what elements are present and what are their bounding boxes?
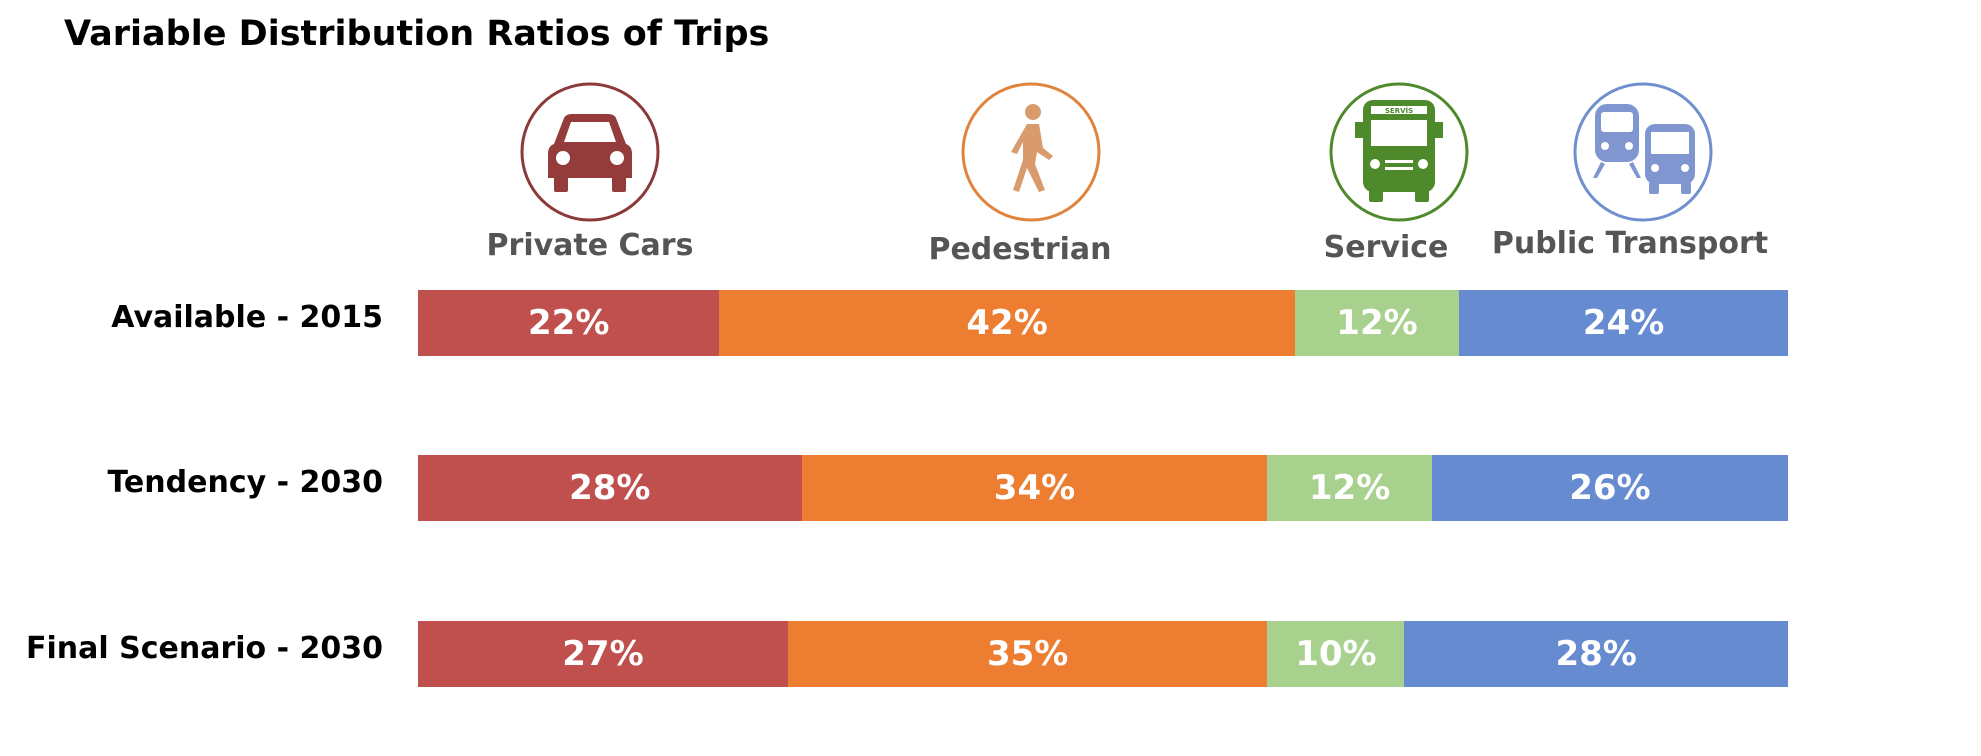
pedestrian-icon xyxy=(961,82,1101,222)
row-label-available-2015: Available - 2015 xyxy=(111,300,383,335)
bar-segment-private-cars: 22% xyxy=(418,290,720,356)
car-icon xyxy=(520,82,660,222)
bar-row-available-2015: 22% 42% 12% 24% xyxy=(418,290,1788,356)
bar-row-final-scenario-2030: 27% 35% 10% 28% xyxy=(418,621,1788,687)
bar-row-tendency-2030: 28% 34% 12% 26% xyxy=(418,455,1788,521)
bar-segment-pedestrian: 42% xyxy=(719,290,1295,356)
bar-segment-public-transport: 28% xyxy=(1404,621,1788,687)
legend-label-private-cars: Private Cars xyxy=(486,228,694,263)
train-bus-icon xyxy=(1573,82,1713,222)
bar-segment-service: 12% xyxy=(1294,290,1460,356)
bar-segment-public-transport: 24% xyxy=(1459,290,1788,356)
bar-segment-public-transport: 26% xyxy=(1431,455,1788,521)
row-label-tendency-2030: Tendency - 2030 xyxy=(107,465,383,500)
bar-segment-pedestrian: 34% xyxy=(801,455,1268,521)
legend-label-public-transport: Public Transport xyxy=(1491,226,1769,261)
legend-label-pedestrian: Pedestrian xyxy=(928,232,1112,267)
bar-segment-private-cars: 27% xyxy=(418,621,788,687)
bar-segment-service: 12% xyxy=(1267,455,1432,521)
service-sign-text: SERVİS xyxy=(1385,106,1413,115)
row-label-final-scenario-2030: Final Scenario - 2030 xyxy=(26,631,383,666)
legend-label-service: Service xyxy=(1323,230,1449,265)
bar-segment-pedestrian: 35% xyxy=(787,621,1268,687)
chart-title: Variable Distribution Ratios of Trips xyxy=(64,14,770,54)
service-bus-icon: SERVİS xyxy=(1329,82,1469,222)
bar-segment-service: 10% xyxy=(1267,621,1405,687)
bar-segment-private-cars: 28% xyxy=(418,455,802,521)
